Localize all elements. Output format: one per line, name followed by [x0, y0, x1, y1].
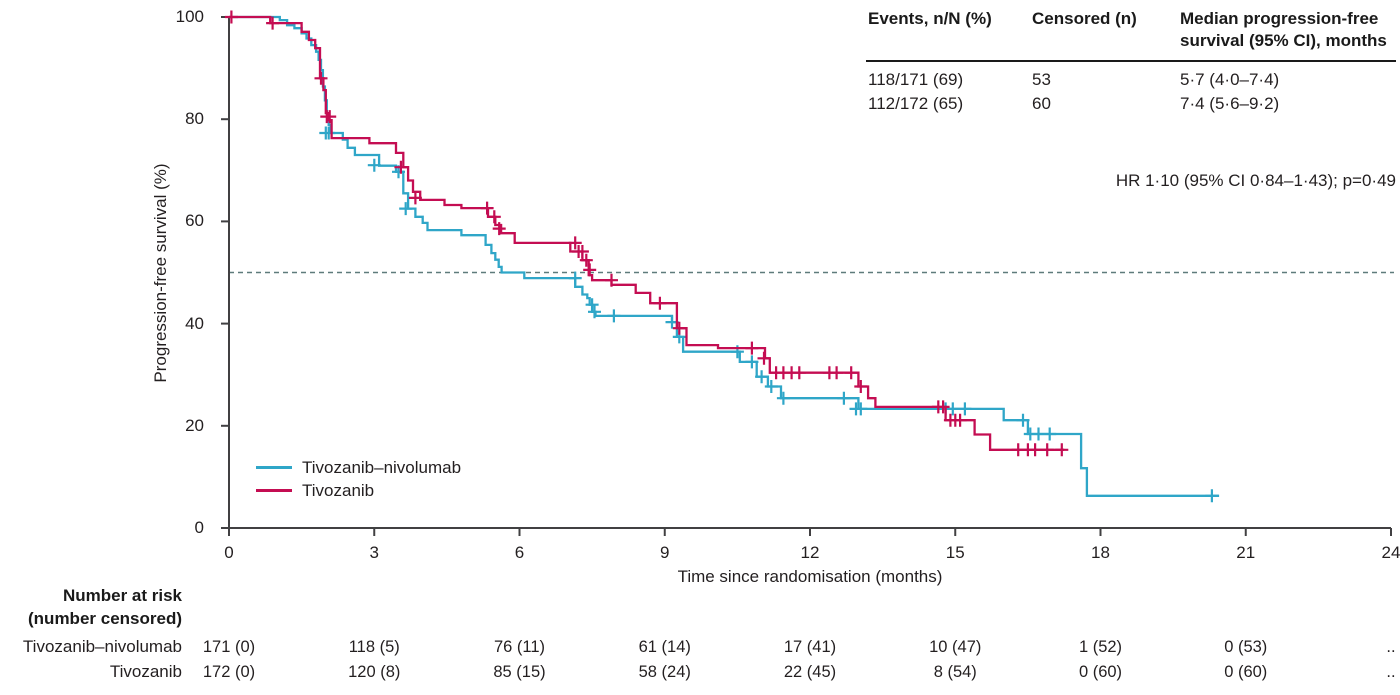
summary-cell-censored-row1: 53 [1032, 70, 1051, 89]
legend-item-tivozanib-nivolumab: Tivozanib–nivolumab [256, 456, 461, 479]
summary-header-censored: Censored (n) [1032, 9, 1137, 28]
x-tick-label: 21 [1236, 543, 1256, 562]
hazard-ratio-annotation: HR 1·10 (95% CI 0·84–1·43); p=0·49 [1115, 171, 1396, 190]
legend-label-tivozanib: Tivozanib [302, 480, 375, 500]
risk-row-label-tivozanib-nivolumab: Tivozanib–nivolumab [22, 637, 182, 656]
x-tick-label: 15 [945, 543, 965, 562]
legend-item-tivozanib: Tivozanib [256, 479, 461, 502]
risk-table-title-line1: Number at risk [62, 586, 182, 605]
summary-cell-censored-row2: 60 [1032, 94, 1051, 113]
risk-value: 0 (60) [1078, 663, 1123, 681]
x-tick-label: 3 [369, 543, 379, 562]
x-tick-label: 0 [224, 543, 234, 562]
censor-marks-tivozanib-nivolumab [319, 126, 1219, 503]
risk-value: 120 (8) [348, 663, 401, 681]
x-tick-label: 24 [1381, 543, 1400, 562]
risk-value: 171 (0) [202, 638, 256, 656]
y-tick-label: 40 [185, 313, 204, 333]
summary-cell-median-row2: 7·4 (5·6–9·2) [1180, 94, 1280, 113]
risk-value: 1 (52) [1078, 638, 1123, 656]
censor-marks-tivozanib [224, 10, 1069, 457]
risk-value: 17 (41) [783, 638, 837, 656]
risk-row-label-tivozanib: Tivozanib [109, 662, 182, 681]
legend: Tivozanib–nivolumab Tivozanib [256, 456, 461, 502]
risk-value: 0 (53) [1224, 638, 1268, 656]
legend-label-tivozanib-nivolumab: Tivozanib–nivolumab [302, 457, 462, 477]
risk-value: .. [1386, 638, 1396, 656]
x-tick-label: 18 [1091, 543, 1110, 562]
x-tick-label: 9 [660, 543, 670, 562]
y-tick-label: 0 [194, 518, 204, 537]
risk-value: 22 (45) [783, 663, 837, 681]
risk-value: 8 (54) [933, 663, 977, 681]
risk-value: 76 (11) [493, 638, 546, 656]
legend-line-cyan-icon [256, 466, 292, 469]
summary-cell-events-row2: 112/172 (65) [868, 94, 964, 113]
y-tick-label: 80 [185, 109, 204, 129]
risk-value: 85 (15) [493, 663, 546, 681]
risk-value: 0 (60) [1224, 663, 1268, 681]
summary-table-rule [866, 60, 1396, 62]
summary-header-events: Events, n/N (%) [868, 9, 992, 28]
risk-value: .. [1386, 663, 1396, 681]
summary-cell-median-row1: 5·7 (4·0–7·4) [1180, 70, 1280, 89]
x-tick-label: 12 [800, 543, 820, 562]
legend-line-crimson-icon [256, 489, 292, 492]
risk-value: 58 (24) [638, 663, 691, 681]
risk-value: 10 (47) [929, 638, 982, 656]
risk-value: 118 (5) [348, 638, 400, 656]
x-tick-label: 6 [514, 543, 525, 562]
summary-header-median: Median progression-free survival (95% CI… [1180, 9, 1387, 50]
y-tick-label: 20 [185, 415, 204, 435]
risk-value: 172 (0) [202, 663, 256, 681]
risk-table-title-line2: (number censored) [28, 609, 182, 628]
y-axis-title: Progression-free survival (%) [151, 163, 170, 383]
y-tick-label: 100 [175, 7, 204, 26]
x-axis-title: Time since randomisation (months) [677, 567, 943, 586]
risk-value: 61 (14) [638, 638, 691, 656]
y-tick-label: 60 [185, 211, 204, 231]
summary-cell-events-row1: 118/171 (69) [868, 70, 964, 89]
